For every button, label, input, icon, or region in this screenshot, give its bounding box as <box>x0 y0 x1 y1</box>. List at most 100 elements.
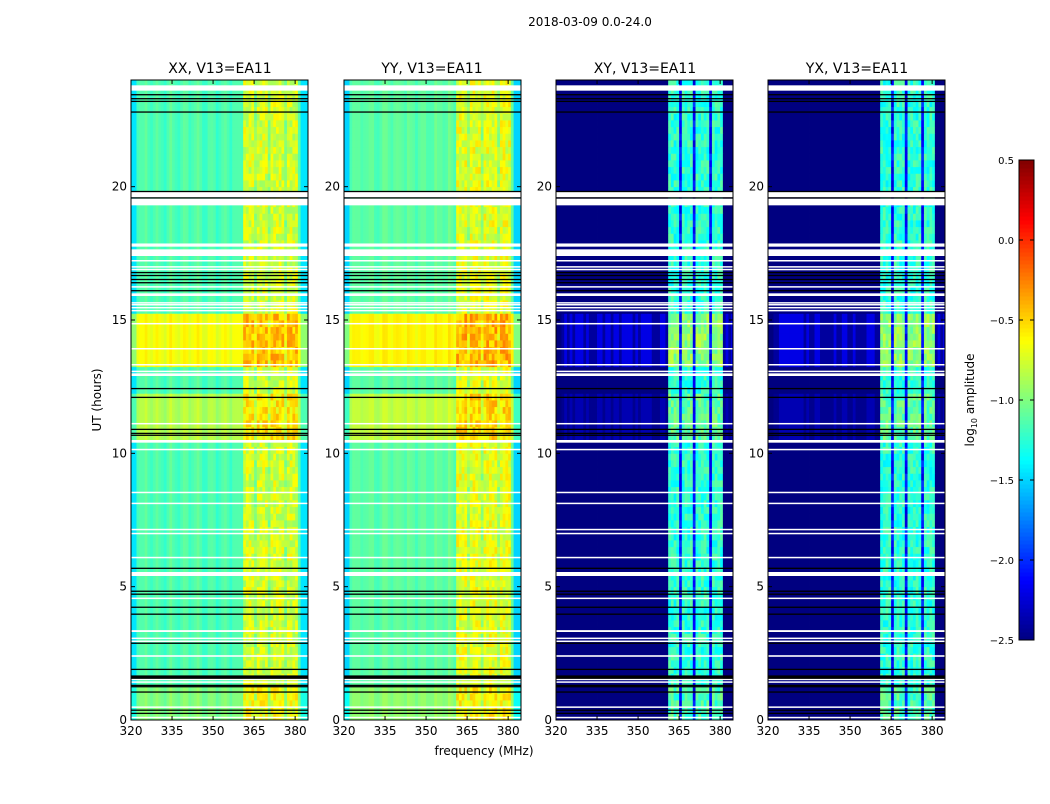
heatmap-cell <box>191 560 195 568</box>
heatmap-cell <box>300 586 304 594</box>
heatmap-cell <box>199 380 203 388</box>
heatmap-cell <box>150 380 154 388</box>
heatmap-cell <box>267 380 271 388</box>
heatmap-cell <box>297 453 302 461</box>
heatmap-cell <box>213 513 217 521</box>
heatmap-cell <box>191 220 195 228</box>
heatmap-cell <box>155 646 159 654</box>
heatmap-cell <box>267 293 271 301</box>
heatmap-cell <box>193 700 198 708</box>
heatmap-cell <box>139 566 143 574</box>
heatmap-cell <box>303 453 307 461</box>
heatmap-cell <box>281 606 285 614</box>
heatmap-cell <box>185 326 189 334</box>
heatmap-cell <box>237 453 241 461</box>
heatmap-cell <box>169 593 173 601</box>
heatmap-cell <box>193 546 198 554</box>
heatmap-cell <box>281 313 285 321</box>
heatmap-cell <box>185 400 189 408</box>
heatmap-cell <box>210 426 214 434</box>
heatmap-cell <box>213 333 217 341</box>
heatmap-cell <box>237 220 241 228</box>
heatmap-cell <box>278 486 282 494</box>
heatmap-cell <box>213 533 217 541</box>
heatmap-cell <box>196 280 200 288</box>
heatmap-cell <box>286 433 291 441</box>
heatmap-cell <box>243 600 247 608</box>
heatmap-cell <box>188 406 192 414</box>
heatmap-cell <box>215 566 219 574</box>
heatmap-cell <box>306 693 309 701</box>
heatmap-cell <box>133 540 137 548</box>
heatmap-cell <box>270 520 274 528</box>
heatmap-cell <box>292 226 296 234</box>
heatmap-cell <box>300 513 304 521</box>
heatmap-cell <box>213 220 217 228</box>
heatmap-cell <box>141 353 146 361</box>
heatmap-cell <box>256 693 260 701</box>
heatmap-cell <box>226 546 230 554</box>
heatmap-cell <box>284 653 288 661</box>
heatmap-cell <box>199 353 203 361</box>
heatmap-cell <box>155 580 159 588</box>
heatmap-cell <box>139 213 143 221</box>
heatmap-cell <box>226 293 230 301</box>
heatmap-cell <box>297 293 302 301</box>
heatmap-cell <box>234 460 239 468</box>
heatmap-cell <box>180 360 184 368</box>
heatmap-cell <box>166 473 170 481</box>
heatmap-cell <box>193 493 198 501</box>
heatmap-cell <box>306 600 309 608</box>
heatmap-cell <box>254 560 258 568</box>
heatmap-cell <box>306 386 309 394</box>
heatmap-cell <box>251 653 255 661</box>
heatmap-cell <box>185 346 189 354</box>
heatmap-cell <box>284 460 288 468</box>
heatmap-cell <box>139 313 143 321</box>
heatmap-cell <box>251 386 255 394</box>
heatmap-cell <box>221 680 225 688</box>
heatmap-cell <box>221 540 225 548</box>
heatmap-cell <box>207 473 211 481</box>
heatmap-cell <box>174 346 178 354</box>
heatmap-cell <box>224 540 228 548</box>
heatmap-cell <box>248 473 252 481</box>
heatmap-cell <box>278 233 282 241</box>
heatmap-cell <box>207 606 211 614</box>
heatmap-cell <box>300 333 304 341</box>
heatmap-cell <box>237 580 241 588</box>
heatmap-cell <box>199 666 203 674</box>
heatmap-cell <box>213 440 217 448</box>
heatmap-cell <box>224 580 228 588</box>
heatmap-cell <box>133 400 137 408</box>
heatmap-cell <box>306 660 309 668</box>
heatmap-cell <box>251 633 255 641</box>
heatmap-cell <box>172 260 176 268</box>
heatmap-cell <box>273 486 277 494</box>
heatmap-cell <box>245 433 250 441</box>
heatmap-cell <box>251 646 255 654</box>
heatmap-cell <box>161 573 165 581</box>
heatmap-cell <box>144 260 148 268</box>
heatmap-cell <box>158 533 162 541</box>
heatmap-cell <box>300 260 304 268</box>
heatmap-cell <box>278 226 282 234</box>
heatmap-cell <box>139 460 143 468</box>
heatmap-cell <box>232 533 236 541</box>
heatmap-cell <box>234 386 239 394</box>
heatmap-cell <box>265 480 269 488</box>
heatmap-cell <box>207 433 211 441</box>
heatmap-cell <box>188 213 192 221</box>
heatmap-cell <box>265 493 269 501</box>
heatmap-cell <box>196 506 200 514</box>
heatmap-cell <box>234 506 239 514</box>
heatmap-cell <box>297 213 302 221</box>
heatmap-cell <box>245 586 250 594</box>
heatmap-cell <box>286 593 291 601</box>
heatmap-cell <box>234 340 239 348</box>
heatmap-cell <box>292 693 296 701</box>
heatmap-cell <box>139 546 143 554</box>
heatmap-cell <box>199 680 203 688</box>
heatmap-cell <box>163 700 167 708</box>
